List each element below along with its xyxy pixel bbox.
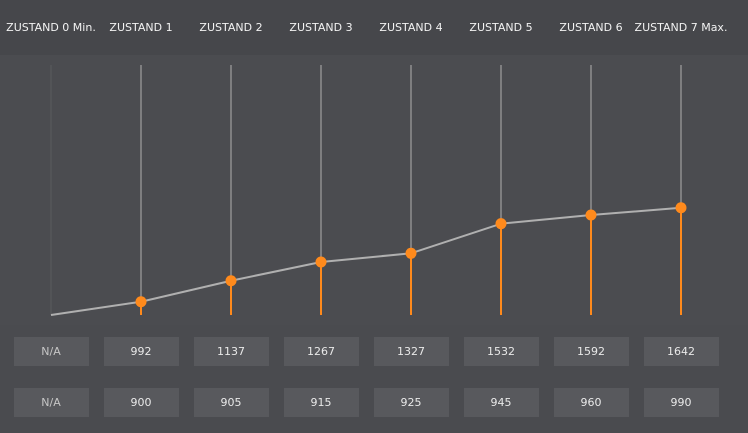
state-label-2: ZUSTAND 2 [199, 21, 263, 34]
row1-value-state-3[interactable]: 1267 [283, 337, 359, 366]
state-curve-line [50, 206, 682, 316]
row2-value-state-6[interactable]: 960 [553, 388, 629, 417]
state-label-6: ZUSTAND 6 [559, 21, 623, 34]
state-point-1[interactable] [135, 296, 147, 308]
row2-value-state-1[interactable]: 900 [103, 388, 179, 417]
state-label-3: ZUSTAND 3 [289, 21, 353, 34]
row2-value-state-7[interactable]: 990 [643, 388, 719, 417]
state-label-1: ZUSTAND 1 [109, 21, 173, 34]
state-label-4: ZUSTAND 4 [379, 21, 443, 34]
state-point-3[interactable] [315, 256, 327, 268]
state-point-2[interactable] [225, 275, 237, 287]
state-label-0: ZUSTAND 0 Min. [6, 21, 96, 34]
row2-value-state-3[interactable]: 915 [283, 388, 359, 417]
state-point-7[interactable] [675, 202, 687, 214]
row2-value-state-0[interactable]: N/A [13, 388, 89, 417]
row2-value-state-4[interactable]: 925 [373, 388, 449, 417]
row1-value-state-5[interactable]: 1532 [463, 337, 539, 366]
row1-value-state-4[interactable]: 1327 [373, 337, 449, 366]
state-point-5[interactable] [495, 218, 507, 230]
row1-value-state-7[interactable]: 1642 [643, 337, 719, 366]
state-point-6[interactable] [585, 209, 597, 221]
state-label-7: ZUSTAND 7 Max. [634, 21, 728, 34]
state-point-4[interactable] [405, 247, 417, 259]
row2-value-state-5[interactable]: 945 [463, 388, 539, 417]
state-label-5: ZUSTAND 5 [469, 21, 533, 34]
state-chart [0, 55, 748, 325]
row2-value-state-2[interactable]: 905 [193, 388, 269, 417]
row1-value-state-2[interactable]: 1137 [193, 337, 269, 366]
row1-value-state-1[interactable]: 992 [103, 337, 179, 366]
row1-value-state-0[interactable]: N/A [13, 337, 89, 366]
row1-value-state-6[interactable]: 1592 [553, 337, 629, 366]
state-chart-svg [50, 65, 687, 316]
state-header [0, 0, 748, 55]
